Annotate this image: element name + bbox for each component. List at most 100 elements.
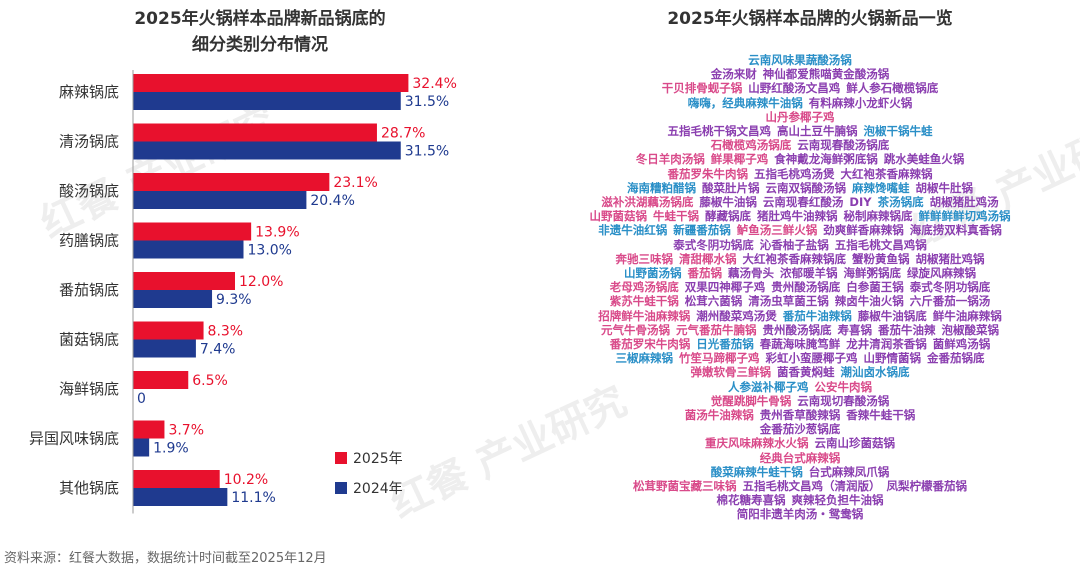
- bar-2024: [133, 438, 150, 457]
- category-label: 酸汤锅底: [59, 182, 119, 200]
- word-cloud-item: 酸菜肚片锅: [702, 180, 760, 195]
- word-cloud-row: 云南风味果蔬酸汤锅: [520, 52, 1080, 68]
- word-cloud-item: DIY: [849, 195, 872, 209]
- word-cloud-item: 金汤来财: [710, 67, 757, 82]
- word-cloud-item: 老母鸡汤锅底: [609, 280, 679, 295]
- data-label: 10.2%: [224, 472, 268, 488]
- category-label: 异国风味锅底: [29, 430, 119, 448]
- word-cloud-row: 五指毛桃干锅文昌鸡 高山土豆牛腩锅 泡椒干锅牛蛙: [520, 123, 1080, 139]
- word-cloud-row: 元气牛骨汤锅 元气番茄牛腩锅 贵州酸汤锅底 寿喜锅 番茄牛油辣 泡椒酸菜锅: [520, 322, 1080, 338]
- word-cloud-item: 猪肚鸡牛油辣锅: [757, 209, 838, 224]
- word-cloud-item: 贵州酸汤锅底: [771, 280, 841, 295]
- bar-chart: 麻辣锅底 32.4% 31.5% 清汤锅底 28.7% 31.5% 酸汤锅底 23.1% 20.…: [29, 70, 457, 514]
- word-cloud-item: 潮汕卤水锅底: [840, 365, 910, 380]
- word-cloud-row: 泰式冬阴功锅底 沁香柚子盐锅 五指毛桃文昌鸡锅: [520, 237, 1080, 253]
- category-label: 菌菇锅底: [59, 331, 119, 349]
- word-cloud-row: 山野菌菇锅 牛蛙干锅 酵藏锅底 猪肚鸡牛油辣锅 秘制麻辣锅底 鲜鲜鲜鲜切鸡汤锅: [520, 208, 1080, 224]
- word-cloud-row: 菌汤牛油辣锅 贵州香草酸辣锅 香辣牛蛙干锅: [520, 407, 1080, 423]
- word-cloud-item: 彩虹小蛮腰椰子鸡: [765, 351, 858, 366]
- word-cloud-item: 泡椒干锅牛蛙: [863, 124, 933, 138]
- word-cloud-item: 松茸六菌锅: [684, 294, 743, 309]
- word-cloud-item: 冬日羊肉汤锅: [635, 152, 705, 167]
- word-cloud-item: 浓郁暖羊锅: [780, 266, 838, 280]
- word-cloud-item: 重庆风味麻辣水火锅: [705, 436, 809, 451]
- word-cloud-item: 弹嫩软骨三鲜锅: [690, 365, 772, 380]
- word-cloud-row: 山丹参椰子鸡: [520, 109, 1080, 125]
- word-cloud-item: 元气番茄牛腩锅: [676, 322, 757, 337]
- word-cloud-row: 人参滋补椰子鸡 公安牛肉锅: [520, 379, 1080, 395]
- category-label: 其他锅底: [59, 479, 119, 497]
- data-label: 23.1%: [333, 175, 377, 191]
- word-cloud-item: 觉醒跳脚牛骨锅: [710, 393, 792, 408]
- word-cloud-item: 鲜牛油麻辣锅: [932, 308, 1002, 323]
- word-cloud-item: 五指毛桃鸡汤煲: [754, 166, 835, 181]
- word-cloud-item: 潮州酸菜鸡汤煲: [696, 308, 777, 323]
- word-cloud-item: 菌香黄焖蛙: [777, 365, 835, 380]
- bar-2024: [133, 290, 213, 308]
- word-cloud-item: 经典台式麻辣锅: [759, 450, 841, 465]
- word-cloud-item: 六斤番茄一锅汤: [909, 294, 991, 309]
- word-cloud-item: 石橄榄鸡汤锅底: [710, 138, 792, 153]
- word-cloud-row: 紫苏牛蛙干锅 松茸六菌锅 清汤虫草菌王锅 辣卤牛油火锅 六斤番茄一锅汤: [520, 293, 1080, 309]
- word-cloud-item: 番茄锅: [687, 266, 723, 280]
- bar-2024: [133, 191, 307, 209]
- word-cloud-item: 大红袍茶香麻辣锅底: [742, 251, 847, 266]
- word-cloud-row: 金汤来财 神仙都爱熊喵黄金酸汤锅: [520, 66, 1080, 82]
- data-label: 0: [137, 391, 146, 407]
- left-title-line2: 细分类别分布情况: [192, 35, 328, 55]
- word-cloud-item: 番茄罗朱牛肉锅: [667, 166, 749, 181]
- word-cloud-row: 非遗牛油红锅 新疆番茄锅 鲈鱼汤三鲜火锅 劲爽鲜香麻辣锅 海底捞双料真香锅: [520, 222, 1080, 238]
- word-cloud-item: 牛蛙干锅: [653, 209, 699, 224]
- word-cloud-item: 番茄罗宋牛肉锅: [609, 337, 691, 351]
- word-cloud-row: 酸菜麻辣牛蛙干锅 台式麻辣凤爪锅: [520, 464, 1080, 480]
- bar-2024: [133, 339, 196, 358]
- word-cloud-row: 弹嫩软骨三鲜锅 菌香黄焖蛙 潮汕卤水锅底: [520, 364, 1080, 380]
- word-cloud-item: 海鲜粥锅底: [843, 266, 902, 280]
- word-cloud-item: 日光番茄锅: [696, 337, 754, 351]
- word-cloud-item: 干贝排骨蚬子锅: [661, 81, 743, 96]
- word-cloud-item: 劲爽鲜香麻辣锅: [823, 223, 904, 238]
- word-cloud-item: 蟹粉黄鱼锅: [852, 251, 910, 266]
- word-cloud-item: 凤梨柠檬番茄锅: [886, 479, 968, 493]
- category-label: 清汤锅底: [59, 133, 119, 151]
- word-cloud-item: 非遗牛油红锅: [598, 223, 668, 238]
- word-cloud-item: 大红袍茶香麻辣锅: [840, 166, 933, 181]
- word-cloud-item: 藕汤骨头: [728, 266, 774, 280]
- word-cloud-item: 竹笙马蹄椰子鸡: [679, 351, 760, 366]
- word-cloud-item: 麻辣馋嘴蛙: [852, 180, 910, 195]
- legend-swatch-2024: [335, 482, 347, 494]
- word-cloud-item: 跳水美蛙鱼火锅: [883, 152, 965, 167]
- word-cloud-item: 藤椒牛油锅底: [857, 308, 927, 323]
- word-cloud-item: 有料麻辣小龙虾火锅: [808, 95, 913, 110]
- bar-2024: [133, 488, 228, 506]
- data-label: 7.4%: [200, 342, 236, 358]
- data-label: 11.1%: [231, 490, 275, 506]
- word-cloud-item: 贵州香草酸辣锅: [759, 408, 841, 422]
- data-label: 1.9%: [153, 441, 189, 457]
- word-cloud-item: 嗨嗨，经典麻辣牛油锅: [687, 95, 803, 110]
- word-cloud-item: 食神戴龙海鲜粥底锅: [774, 152, 878, 167]
- word-cloud-item: 神仙都爱熊喵黄金酸汤锅: [762, 67, 890, 82]
- data-label: 8.3%: [208, 324, 244, 340]
- left-chart-title: 2025年火锅样本品牌新品锅底的 细分类别分布情况: [60, 6, 460, 58]
- word-cloud-item: 云南现切春酸汤锅: [797, 393, 890, 408]
- bar-2025: [133, 222, 252, 241]
- word-cloud-row: 奔驰三味锅 清甜椰水锅 大红袍茶香麻辣锅底 蟹粉黄鱼锅 胡椒猪肚鸡锅: [520, 251, 1080, 267]
- word-cloud-item: 沁香柚子盐锅: [759, 237, 829, 252]
- word-cloud-item: 菌汤牛油辣锅: [684, 408, 754, 422]
- word-cloud-row: 嗨嗨，经典麻辣牛油锅 有料麻辣小龙虾火锅: [520, 95, 1080, 111]
- word-cloud-row: 金番茄沙葱锅底: [520, 421, 1080, 437]
- right-title: 2025年火锅样本品牌的火锅新品一览: [667, 9, 953, 29]
- word-cloud-item: 藤椒牛油锅: [699, 195, 757, 209]
- bar-2024: [133, 92, 401, 110]
- data-label: 12.0%: [239, 274, 283, 290]
- word-cloud-item: 奔驰三味锅: [615, 251, 674, 266]
- data-label: 6.5%: [192, 373, 228, 389]
- left-title-line1: 2025年火锅样本品牌新品锅底的: [134, 9, 386, 29]
- word-cloud-row: 番茄罗宋牛肉锅 日光番茄锅 春蔬海味腌笃鲜 龙井清润茶香锅 菌鲜鸡汤锅: [520, 336, 1080, 352]
- word-cloud-row: 番茄罗朱牛肉锅 五指毛桃鸡汤煲 大红袍茶香麻辣锅: [520, 166, 1080, 182]
- word-cloud-row: 松茸野菌宝藏三味锅 五指毛桃文昌鸡（清润版） 凤梨柠檬番茄锅: [520, 478, 1080, 494]
- data-label: 31.5%: [405, 144, 449, 160]
- word-cloud-item: 云南现春酸汤锅底: [797, 138, 890, 153]
- data-label: 28.7%: [381, 126, 425, 142]
